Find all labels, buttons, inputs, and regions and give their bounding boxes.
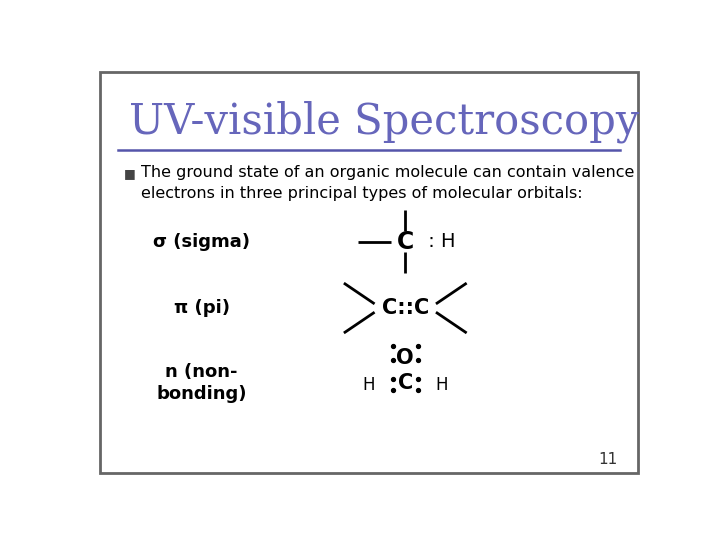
Text: H: H: [436, 375, 448, 394]
Text: H: H: [363, 375, 375, 394]
FancyBboxPatch shape: [100, 72, 638, 473]
Text: The ground state of an organic molecule can contain valence
electrons in three p: The ground state of an organic molecule …: [141, 165, 635, 201]
Text: π (pi): π (pi): [174, 299, 230, 317]
Text: UV-visible Spectroscopy: UV-visible Spectroscopy: [129, 100, 639, 143]
Text: n (non-
bonding): n (non- bonding): [156, 363, 247, 403]
Text: σ (sigma): σ (sigma): [153, 233, 250, 251]
Text: : H: : H: [422, 232, 456, 251]
Text: C: C: [397, 373, 413, 393]
Text: O: O: [397, 348, 414, 368]
Text: C: C: [397, 230, 414, 253]
Text: ■: ■: [124, 167, 135, 180]
Text: C::C: C::C: [382, 298, 429, 318]
Text: 11: 11: [598, 453, 617, 467]
